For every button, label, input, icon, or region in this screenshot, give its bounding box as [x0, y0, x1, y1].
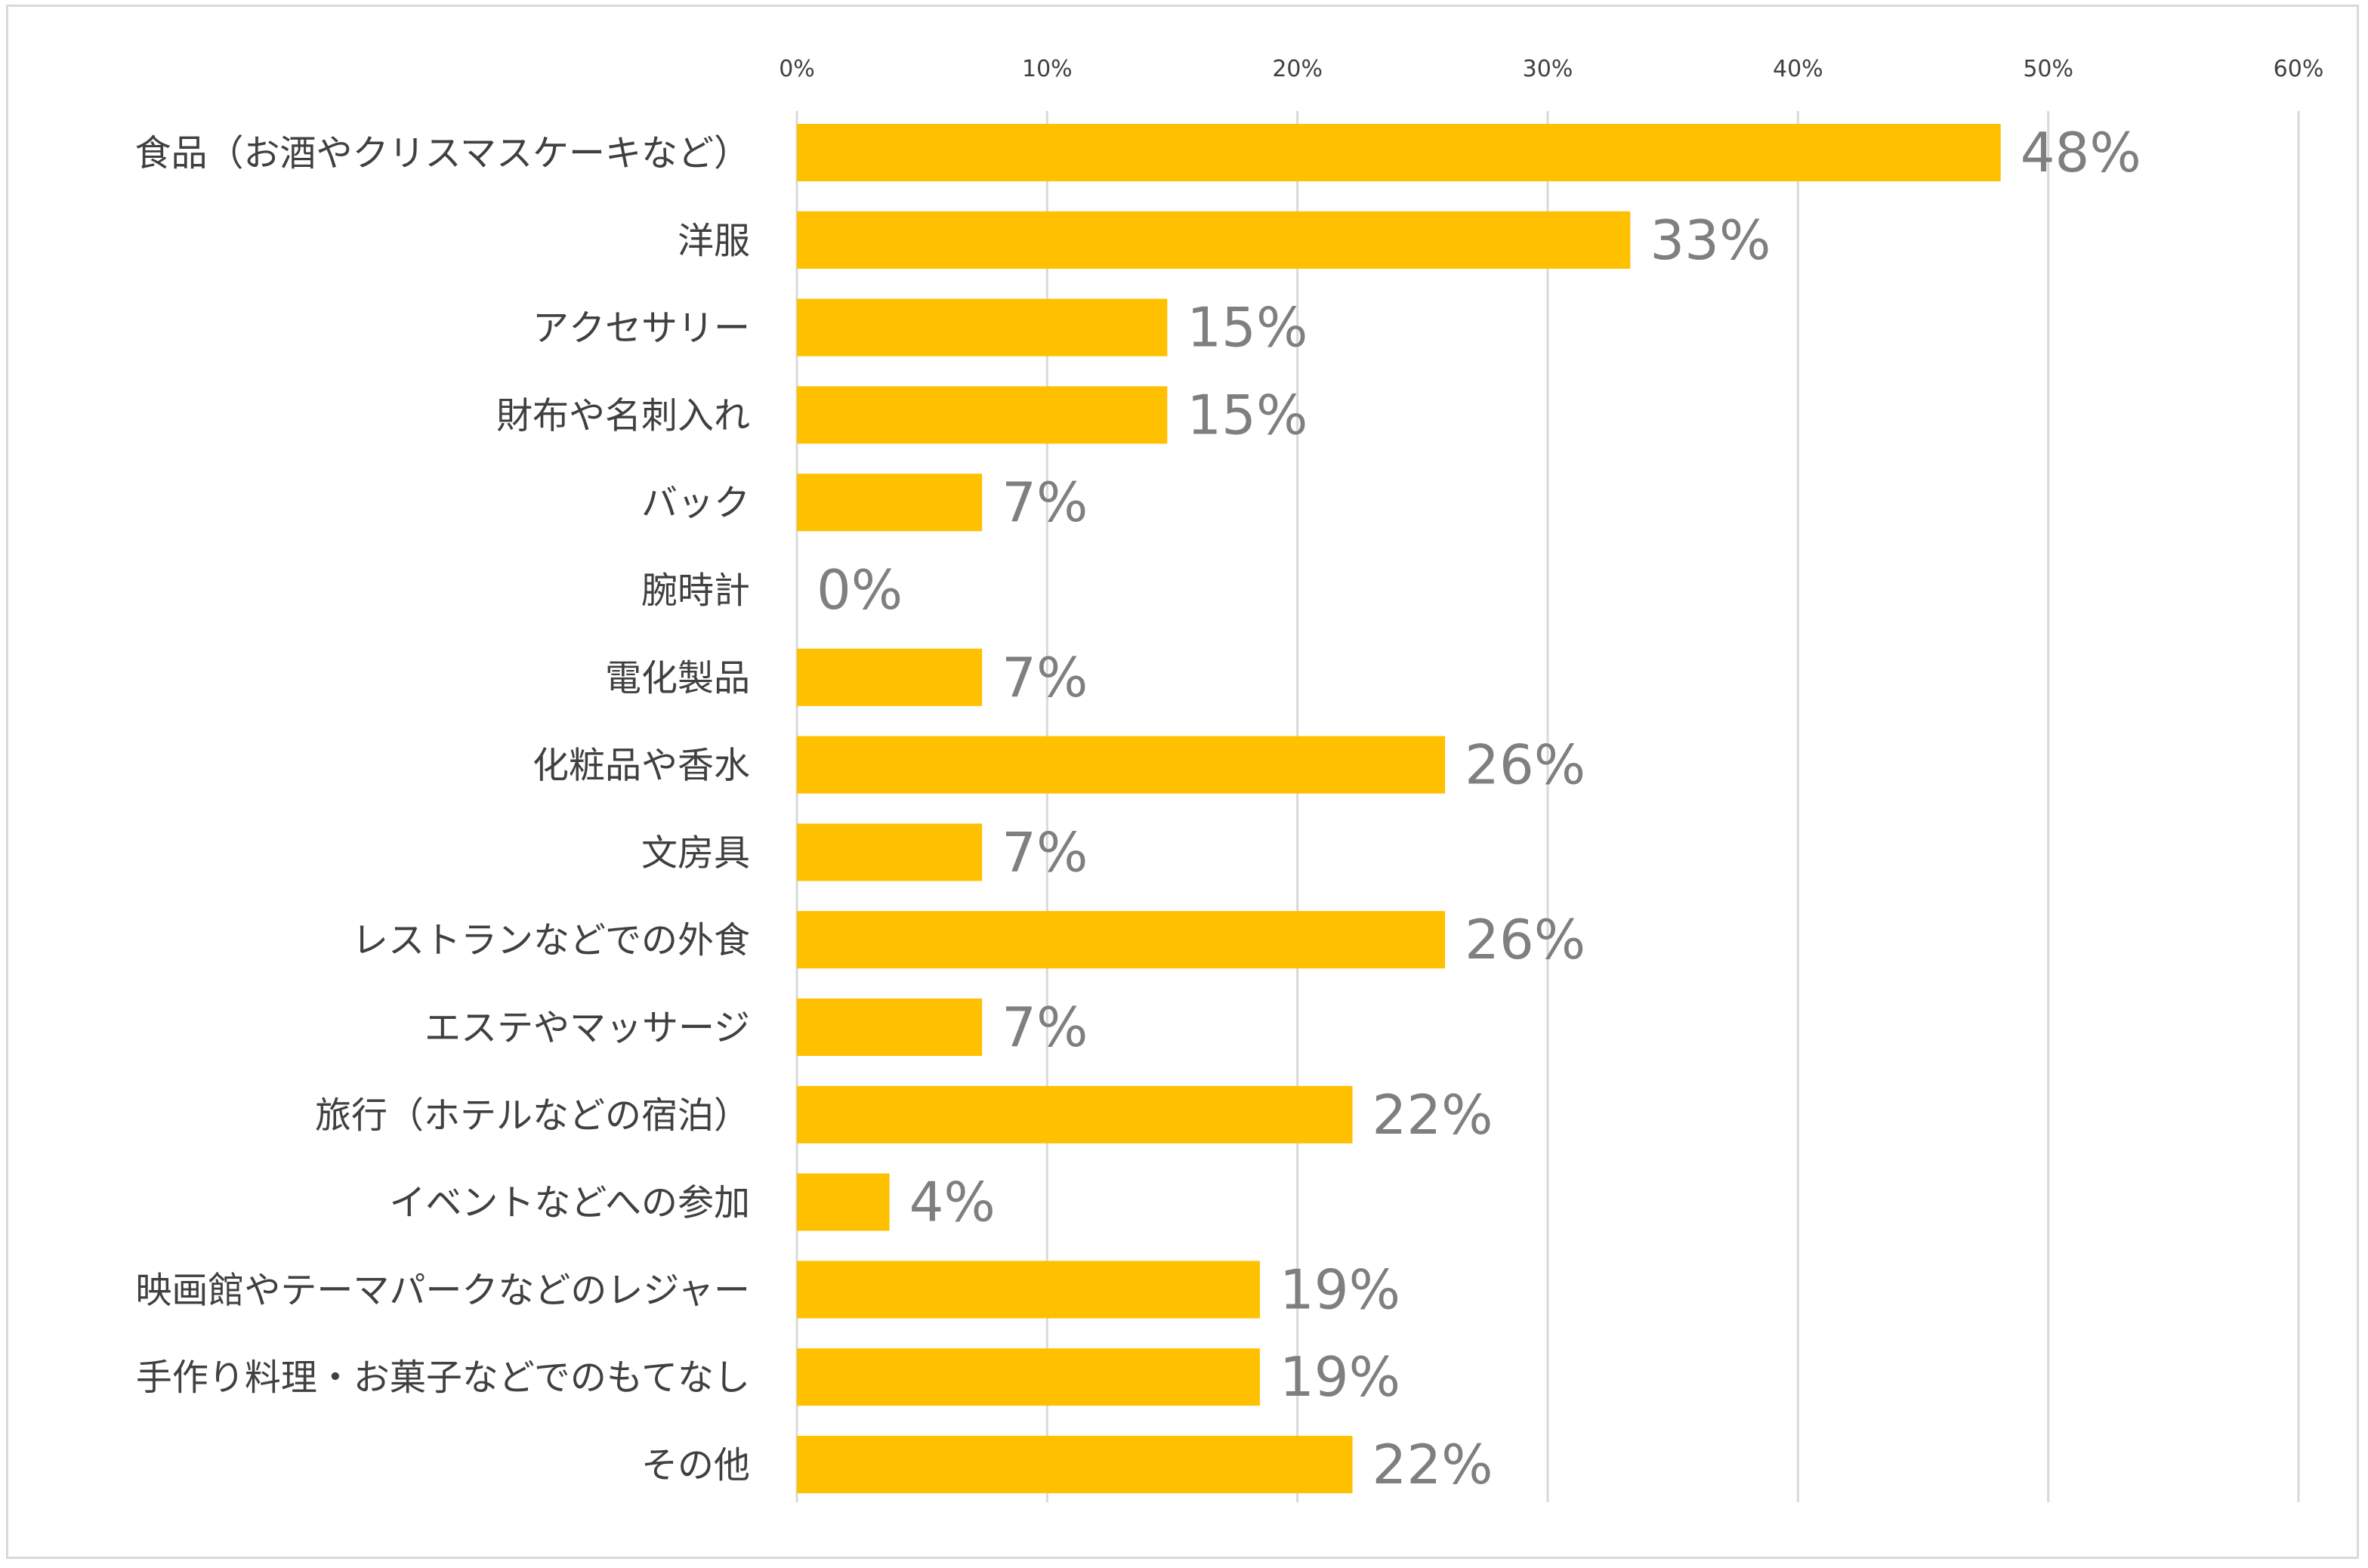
category-label: 旅行（ホテルなどの宿泊）: [315, 1094, 750, 1137]
chart-frame: 0% 10% 20% 30% 40% 50% 60% 食品（お酒やクリスマスケーキなど） 洋服…: [6, 5, 2359, 1559]
bar: [797, 823, 983, 881]
data-label: 33%: [1650, 208, 1771, 272]
bar: [797, 1436, 1353, 1493]
category-label: 映画館やテーマパークなどのレジャー: [135, 1269, 750, 1311]
x-tick-label: 50%: [2023, 56, 2073, 82]
category-label: イベントなどへの参加: [389, 1182, 750, 1224]
bar: [797, 386, 1168, 444]
data-label: 19%: [1280, 1258, 1400, 1321]
data-label: 22%: [1372, 1083, 1493, 1147]
data-label: 19%: [1280, 1345, 1400, 1409]
category-label: バック: [641, 482, 750, 524]
bars: [797, 124, 2001, 1493]
x-tick-label: 20%: [1272, 56, 1323, 82]
data-labels: 48% 33% 15% 15% 7% 0% 7% 26% 7% 26% 7% 22% 4% 19% 19% 2…: [817, 121, 2141, 1496]
category-label: アクセサリー: [533, 307, 750, 350]
data-label: 22%: [1372, 1433, 1493, 1496]
category-label: 化粧品や香水: [533, 745, 750, 787]
bar: [797, 1173, 890, 1231]
category-label: 手作り料理・お菓子などでのもてなし: [136, 1357, 750, 1399]
x-tick-label: 60%: [2274, 56, 2324, 82]
data-label: 7%: [1002, 646, 1088, 709]
bar: [797, 1261, 1260, 1319]
bar: [797, 648, 983, 706]
data-label: 7%: [1002, 820, 1088, 884]
bar: [797, 911, 1446, 969]
x-tick-label: 40%: [1773, 56, 1823, 82]
category-label: 財布や名刺入れ: [496, 394, 750, 437]
data-label: 4%: [909, 1171, 996, 1234]
category-label: エステやマッサージ: [425, 1007, 750, 1049]
x-tick-label: 0%: [779, 56, 815, 82]
data-label: 7%: [1002, 995, 1088, 1059]
data-label: 7%: [1002, 471, 1088, 534]
category-labels: 食品（お酒やクリスマスケーキなど） 洋服アクセサリー財布や名刺入れバック腕時計電化…: [134, 132, 750, 1486]
bar: [797, 211, 1631, 269]
bar-chart: 0% 10% 20% 30% 40% 50% 60% 食品（お酒やクリスマスケーキなど） 洋服…: [134, 56, 2323, 1502]
data-label: 0%: [817, 558, 903, 622]
category-label: レストランなどでの外食: [352, 919, 750, 961]
bar: [797, 298, 1168, 357]
data-label: 48%: [2021, 121, 2141, 184]
category-label: 文房具: [641, 832, 750, 874]
bar: [797, 1348, 1260, 1406]
data-label: 15%: [1187, 383, 1307, 446]
category-label: 電化製品: [605, 657, 750, 699]
category-label: 洋服: [678, 220, 750, 262]
category-label: 腕時計: [641, 569, 750, 612]
bar: [797, 474, 983, 532]
x-tick-label: 10%: [1022, 56, 1073, 82]
bar: [797, 124, 2001, 181]
x-axis-ticks: 0% 10% 20% 30% 40% 50% 60%: [779, 56, 2323, 82]
data-label: 15%: [1187, 296, 1307, 360]
category-label: 食品（お酒やクリスマスケーキなど）: [134, 132, 750, 174]
data-label: 26%: [1465, 733, 1585, 797]
bar: [797, 999, 983, 1056]
bar: [797, 736, 1446, 794]
bar: [797, 1085, 1353, 1144]
data-label: 26%: [1465, 908, 1585, 971]
x-tick-label: 30%: [1523, 56, 1573, 82]
category-label: その他: [641, 1444, 750, 1486]
